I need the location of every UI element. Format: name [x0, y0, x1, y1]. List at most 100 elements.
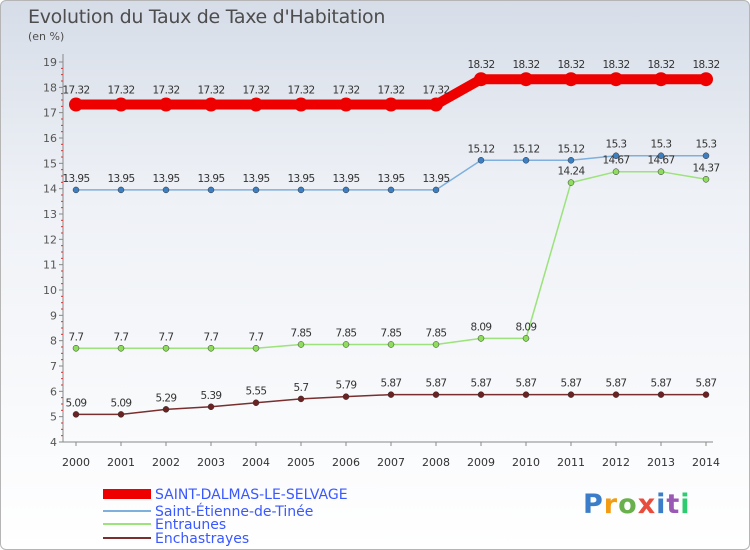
- legend-label: Entraunes: [155, 517, 226, 533]
- data-label: 5.87: [381, 378, 402, 390]
- data-point: [387, 391, 395, 398]
- data-label: 13.95: [152, 173, 179, 185]
- data-point: [567, 391, 575, 398]
- x-tick-label: 2010: [512, 456, 540, 469]
- data-label: 15.12: [512, 143, 539, 155]
- data-label: 7.7: [204, 331, 219, 343]
- y-tick-label: 8: [50, 335, 57, 348]
- data-label: 13.95: [377, 173, 404, 185]
- data-point: [477, 335, 485, 342]
- x-tick-label: 2007: [377, 456, 405, 469]
- data-point: [519, 72, 533, 87]
- y-tick-label: 10: [43, 284, 57, 297]
- logo-letter: r: [603, 489, 619, 520]
- data-label: 17.32: [242, 85, 269, 97]
- data-label: 5.7: [294, 382, 309, 394]
- data-label: 13.95: [422, 173, 449, 185]
- data-label: 18.32: [692, 59, 719, 71]
- data-point: [702, 176, 710, 183]
- logo-letter: i: [680, 489, 691, 520]
- data-label: 17.32: [107, 85, 134, 97]
- data-label: 5.87: [696, 378, 717, 390]
- data-point: [432, 391, 440, 398]
- data-label: 13.95: [197, 173, 224, 185]
- legend-label: SAINT-DALMAS-LE-SELVAGE: [155, 487, 348, 503]
- data-label: 5.87: [516, 378, 537, 390]
- data-label: 15.3: [651, 139, 672, 151]
- logo-letter: x: [637, 489, 657, 520]
- y-tick-label: 6: [50, 385, 57, 398]
- data-label: 5.87: [471, 378, 492, 390]
- data-label: 14.67: [647, 155, 674, 167]
- data-label: 14.67: [602, 155, 629, 167]
- data-label: 17.32: [62, 85, 89, 97]
- data-label: 17.32: [422, 85, 449, 97]
- data-point: [609, 72, 623, 87]
- proxiti-logo: Proxiti: [583, 489, 691, 520]
- data-label: 5.87: [561, 378, 582, 390]
- data-label: 18.32: [602, 59, 629, 71]
- data-point: [387, 341, 395, 348]
- data-point: [384, 97, 398, 112]
- logo-letter: i: [656, 489, 667, 520]
- data-label: 15.12: [467, 143, 494, 155]
- y-tick-label: 19: [43, 56, 57, 69]
- data-label: 15.3: [606, 139, 627, 151]
- data-point: [432, 341, 440, 348]
- data-label: 14.37: [692, 162, 719, 174]
- data-label: 13.95: [242, 173, 269, 185]
- x-tick-label: 2014: [692, 456, 720, 469]
- logo-letter: P: [583, 489, 604, 520]
- data-point: [657, 391, 665, 398]
- data-point: [612, 152, 620, 159]
- data-point: [207, 345, 215, 352]
- data-point: [612, 168, 620, 175]
- data-point: [69, 97, 83, 112]
- data-label: 7.7: [69, 331, 84, 343]
- data-point: [564, 72, 578, 87]
- data-point: [657, 168, 665, 175]
- data-point: [204, 97, 218, 112]
- data-point: [522, 157, 530, 164]
- data-label: 18.32: [512, 59, 539, 71]
- x-tick-label: 2001: [107, 456, 135, 469]
- data-point: [159, 97, 173, 112]
- data-point: [252, 186, 260, 194]
- data-label: 8.09: [516, 321, 537, 333]
- data-label: 15.12: [557, 143, 584, 155]
- y-tick-label: 12: [43, 233, 57, 246]
- data-point: [297, 186, 305, 194]
- data-point: [522, 391, 530, 398]
- data-label: 7.85: [426, 327, 447, 339]
- data-point: [567, 179, 575, 186]
- data-point: [342, 393, 350, 400]
- data-label: 5.87: [606, 378, 627, 390]
- data-point: [567, 157, 575, 164]
- data-label: 5.55: [246, 386, 267, 398]
- data-point: [297, 341, 305, 348]
- data-point: [117, 345, 125, 352]
- data-point: [702, 391, 710, 398]
- logo-letter: t: [666, 489, 681, 520]
- data-point: [612, 391, 620, 398]
- data-point: [474, 72, 488, 87]
- y-tick-label: 18: [43, 81, 57, 94]
- chart-unit-label: (en %): [28, 30, 65, 43]
- y-tick-label: 4: [50, 436, 57, 449]
- data-point: [114, 97, 128, 112]
- data-point: [657, 152, 665, 159]
- data-label: 18.32: [557, 59, 584, 71]
- x-tick-label: 2012: [602, 456, 630, 469]
- data-label: 13.95: [332, 173, 359, 185]
- y-tick-label: 17: [43, 107, 57, 120]
- data-label: 5.87: [651, 378, 672, 390]
- data-point: [339, 97, 353, 112]
- x-tick-label: 2009: [467, 456, 495, 469]
- data-point: [117, 411, 125, 418]
- chart-title: Evolution du Taux de Taxe d'Habitation: [28, 6, 386, 28]
- data-label: 17.32: [332, 85, 359, 97]
- data-label: 5.09: [66, 397, 87, 409]
- data-label: 7.7: [249, 331, 264, 343]
- data-point: [249, 97, 263, 112]
